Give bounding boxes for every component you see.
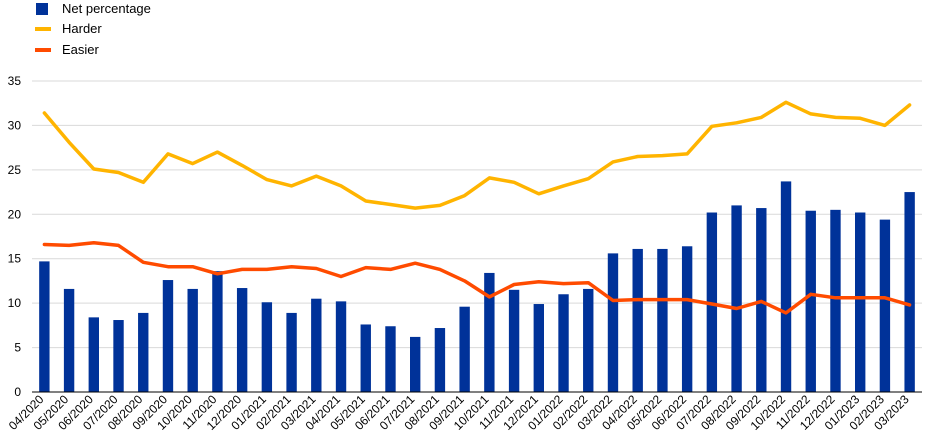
bar-net-percentage (558, 294, 569, 392)
y-tick-label: 20 (8, 207, 22, 221)
y-tick-label: 0 (14, 385, 21, 399)
legend-label-net-percentage: Net percentage (62, 1, 151, 16)
y-axis: 0 5 10 15 20 25 30 35 (8, 74, 22, 399)
y-tick-label: 5 (14, 341, 21, 355)
y-tick-label: 35 (8, 74, 22, 88)
y-tick-label: 30 (8, 118, 22, 132)
bar-net-percentage (410, 336, 421, 392)
bar-net-percentage (138, 312, 149, 392)
legend-item-easier: Easier (35, 42, 100, 57)
bar-net-percentage (335, 301, 347, 392)
bar-net-percentage (607, 253, 619, 392)
legend-label-harder: Harder (62, 21, 102, 36)
bar-net-percentage (533, 304, 544, 392)
bar-net-percentage (508, 289, 520, 392)
bar-net-percentage (261, 302, 273, 392)
bar-net-percentage (459, 306, 470, 392)
gridlines (32, 80, 922, 349)
line-easier (42, 240, 912, 315)
bar-net-percentage (830, 209, 841, 392)
bar-net-percentage (904, 192, 915, 392)
line-harder (42, 100, 912, 210)
bar-series-net-percentage (39, 181, 915, 392)
bar-net-percentage (434, 328, 446, 392)
bar-net-percentage (63, 288, 75, 392)
y-tick-label: 15 (8, 252, 22, 266)
bar-net-percentage (805, 210, 816, 392)
bar-net-percentage (780, 181, 792, 392)
bar-net-percentage (88, 317, 99, 392)
x-axis: 04/202005/202006/202007/202008/202009/20… (6, 392, 912, 433)
bar-net-percentage (162, 280, 174, 392)
bar-net-percentage (311, 298, 322, 392)
y-tick-label: 25 (8, 163, 22, 177)
bar-net-percentage (583, 288, 594, 392)
legend-item-net-percentage: Net percentage (36, 1, 151, 16)
y-tick-label: 10 (8, 296, 22, 310)
legend-swatch-net-percentage (36, 3, 48, 15)
legend-label-easier: Easier (62, 42, 100, 57)
bar-net-percentage (879, 219, 891, 392)
bar-net-percentage (39, 261, 50, 392)
legend-item-harder: Harder (35, 21, 102, 36)
bar-net-percentage (657, 248, 668, 392)
bar-net-percentage (360, 324, 371, 392)
bar-net-percentage (212, 271, 223, 392)
bar-net-percentage (187, 288, 198, 392)
bar-net-percentage (681, 246, 693, 392)
bar-net-percentage (484, 272, 495, 392)
bar-net-percentage (286, 312, 297, 392)
bar-net-percentage (855, 212, 866, 392)
legend: Net percentage Harder Easier (35, 1, 151, 57)
bar-net-percentage (385, 326, 396, 392)
bar-net-percentage (236, 288, 248, 392)
bar-net-percentage (113, 320, 124, 392)
line-series (42, 100, 912, 315)
bar-net-percentage (731, 205, 742, 392)
bar-net-percentage (632, 248, 643, 392)
